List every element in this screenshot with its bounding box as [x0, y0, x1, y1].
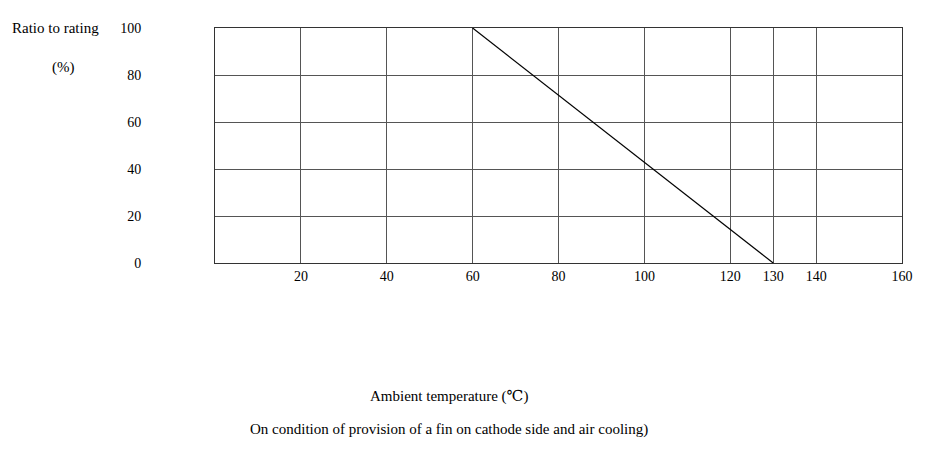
- svg-text:160: 160: [892, 269, 913, 284]
- svg-text:80: 80: [127, 68, 141, 83]
- svg-text:(%): (%): [52, 59, 75, 76]
- svg-text:On condition of provision of a: On condition of provision of a fin on ca…: [250, 421, 648, 438]
- svg-text:140: 140: [806, 269, 827, 284]
- svg-text:60: 60: [466, 269, 480, 284]
- svg-text:40: 40: [127, 162, 141, 177]
- svg-text:120: 120: [720, 269, 741, 284]
- svg-text:Ratio to rating: Ratio to rating: [12, 20, 99, 36]
- svg-text:130: 130: [763, 269, 784, 284]
- svg-text:100: 100: [120, 21, 141, 36]
- svg-text:Ambient temperature (℃): Ambient temperature (℃): [370, 388, 528, 405]
- svg-text:60: 60: [127, 115, 141, 130]
- svg-text:80: 80: [552, 269, 566, 284]
- svg-text:40: 40: [380, 269, 394, 284]
- svg-text:100: 100: [634, 269, 655, 284]
- svg-text:20: 20: [294, 269, 308, 284]
- svg-text:20: 20: [127, 209, 141, 224]
- svg-text:0: 0: [134, 256, 141, 271]
